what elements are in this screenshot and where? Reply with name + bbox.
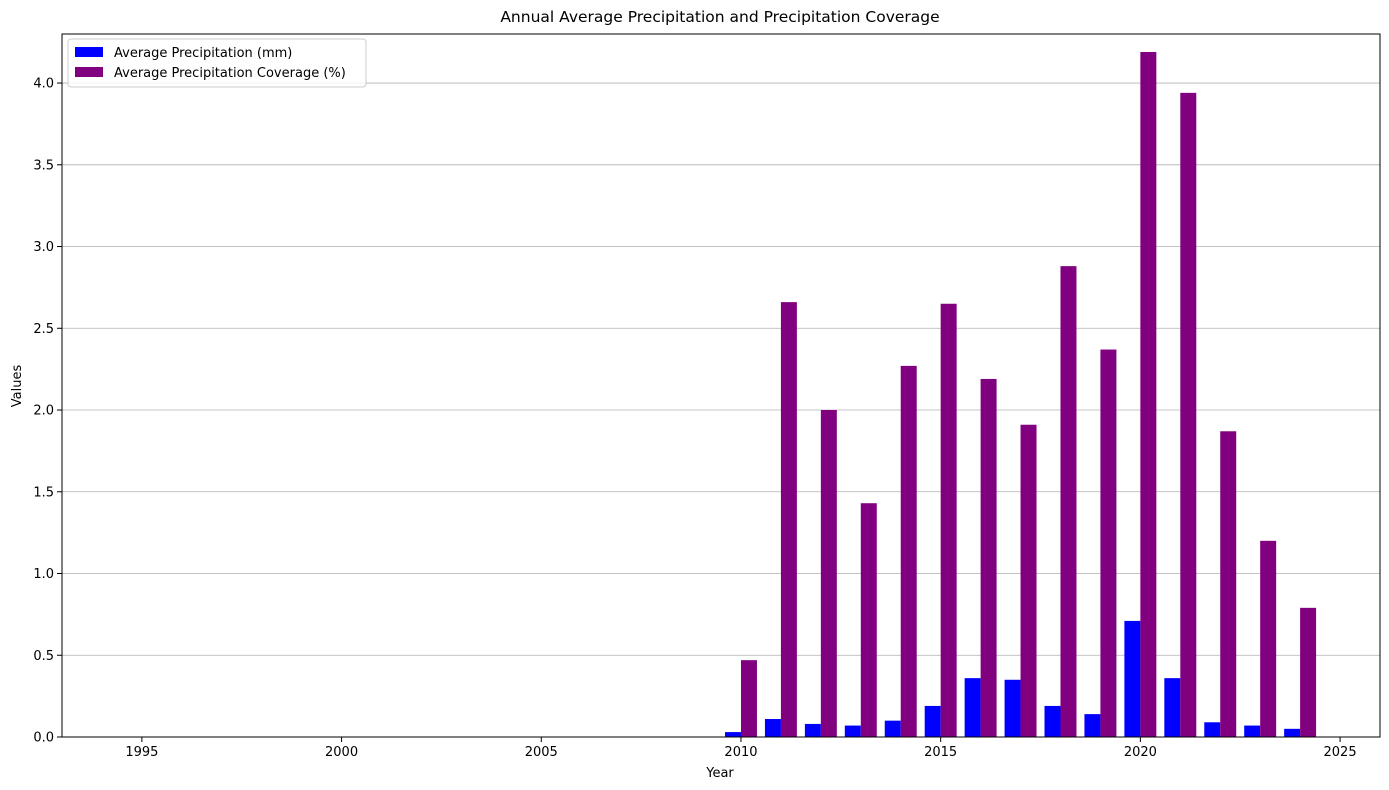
y-tick-label: 2.0 bbox=[33, 404, 54, 419]
bar-precipitation bbox=[1004, 679, 1021, 737]
x-tick-label: 1995 bbox=[125, 745, 158, 760]
y-tick-label: 1.5 bbox=[33, 485, 54, 500]
bar-precipitation bbox=[924, 705, 941, 737]
bar-precipitation bbox=[1084, 714, 1101, 737]
plot-frame bbox=[61, 33, 1381, 738]
legend: Average Precipitation (mm) Average Precip… bbox=[67, 38, 367, 88]
bar-coverage bbox=[900, 365, 917, 737]
x-tick-label: 2000 bbox=[325, 745, 358, 760]
legend-label: Average Precipitation (mm) bbox=[114, 46, 292, 61]
bar-coverage bbox=[1260, 540, 1277, 737]
bar-coverage bbox=[1140, 51, 1157, 738]
bar-coverage bbox=[1020, 424, 1037, 737]
bar-coverage bbox=[740, 660, 757, 737]
bar-precipitation bbox=[1204, 722, 1221, 737]
bar-precipitation bbox=[1284, 728, 1301, 737]
bar-precipitation bbox=[804, 723, 821, 737]
legend-swatch bbox=[75, 47, 103, 57]
legend-box bbox=[67, 38, 367, 88]
bar-precipitation bbox=[884, 720, 901, 737]
y-tick-label: 0.5 bbox=[33, 649, 54, 664]
y-tick-label: 0.0 bbox=[33, 731, 54, 746]
bar-coverage bbox=[780, 302, 797, 737]
bar-precipitation bbox=[1164, 678, 1181, 737]
bar-coverage bbox=[980, 378, 997, 737]
bar-precipitation bbox=[844, 725, 861, 737]
x-tick-label: 2010 bbox=[724, 745, 757, 760]
legend-swatch bbox=[75, 67, 103, 77]
bar-precipitation bbox=[764, 719, 781, 737]
x-axis-label: Year bbox=[705, 766, 734, 781]
y-tick-label: 4.0 bbox=[33, 77, 54, 92]
y-tick-label: 3.5 bbox=[33, 158, 54, 173]
bar-coverage bbox=[1300, 607, 1317, 737]
bar-coverage bbox=[1180, 92, 1197, 737]
bar-precipitation bbox=[1124, 620, 1141, 737]
bar-precipitation bbox=[1044, 705, 1061, 737]
bar-precipitation bbox=[964, 678, 981, 737]
x-tick-label: 2005 bbox=[525, 745, 558, 760]
bar-coverage bbox=[820, 410, 837, 737]
x-tick-label: 2020 bbox=[1124, 745, 1157, 760]
bar-coverage bbox=[940, 303, 957, 737]
y-tick-label: 2.5 bbox=[33, 322, 54, 337]
y-tick-label: 3.0 bbox=[33, 240, 54, 255]
y-axis-label: Values bbox=[10, 365, 25, 408]
legend-label: Average Precipitation Coverage (%) bbox=[114, 66, 346, 81]
bar-precipitation bbox=[1244, 725, 1261, 737]
bar-precipitation bbox=[724, 732, 741, 737]
bar-coverage bbox=[1060, 266, 1077, 737]
y-tick-label: 1.0 bbox=[33, 567, 54, 582]
bar-coverage bbox=[1100, 349, 1117, 737]
x-tick-label: 2025 bbox=[1324, 745, 1357, 760]
x-tick-label: 2015 bbox=[924, 745, 957, 760]
bar-coverage bbox=[860, 503, 877, 737]
chart-title: Annual Average Precipitation and Precipi… bbox=[500, 8, 939, 26]
bar-coverage bbox=[1220, 431, 1237, 737]
